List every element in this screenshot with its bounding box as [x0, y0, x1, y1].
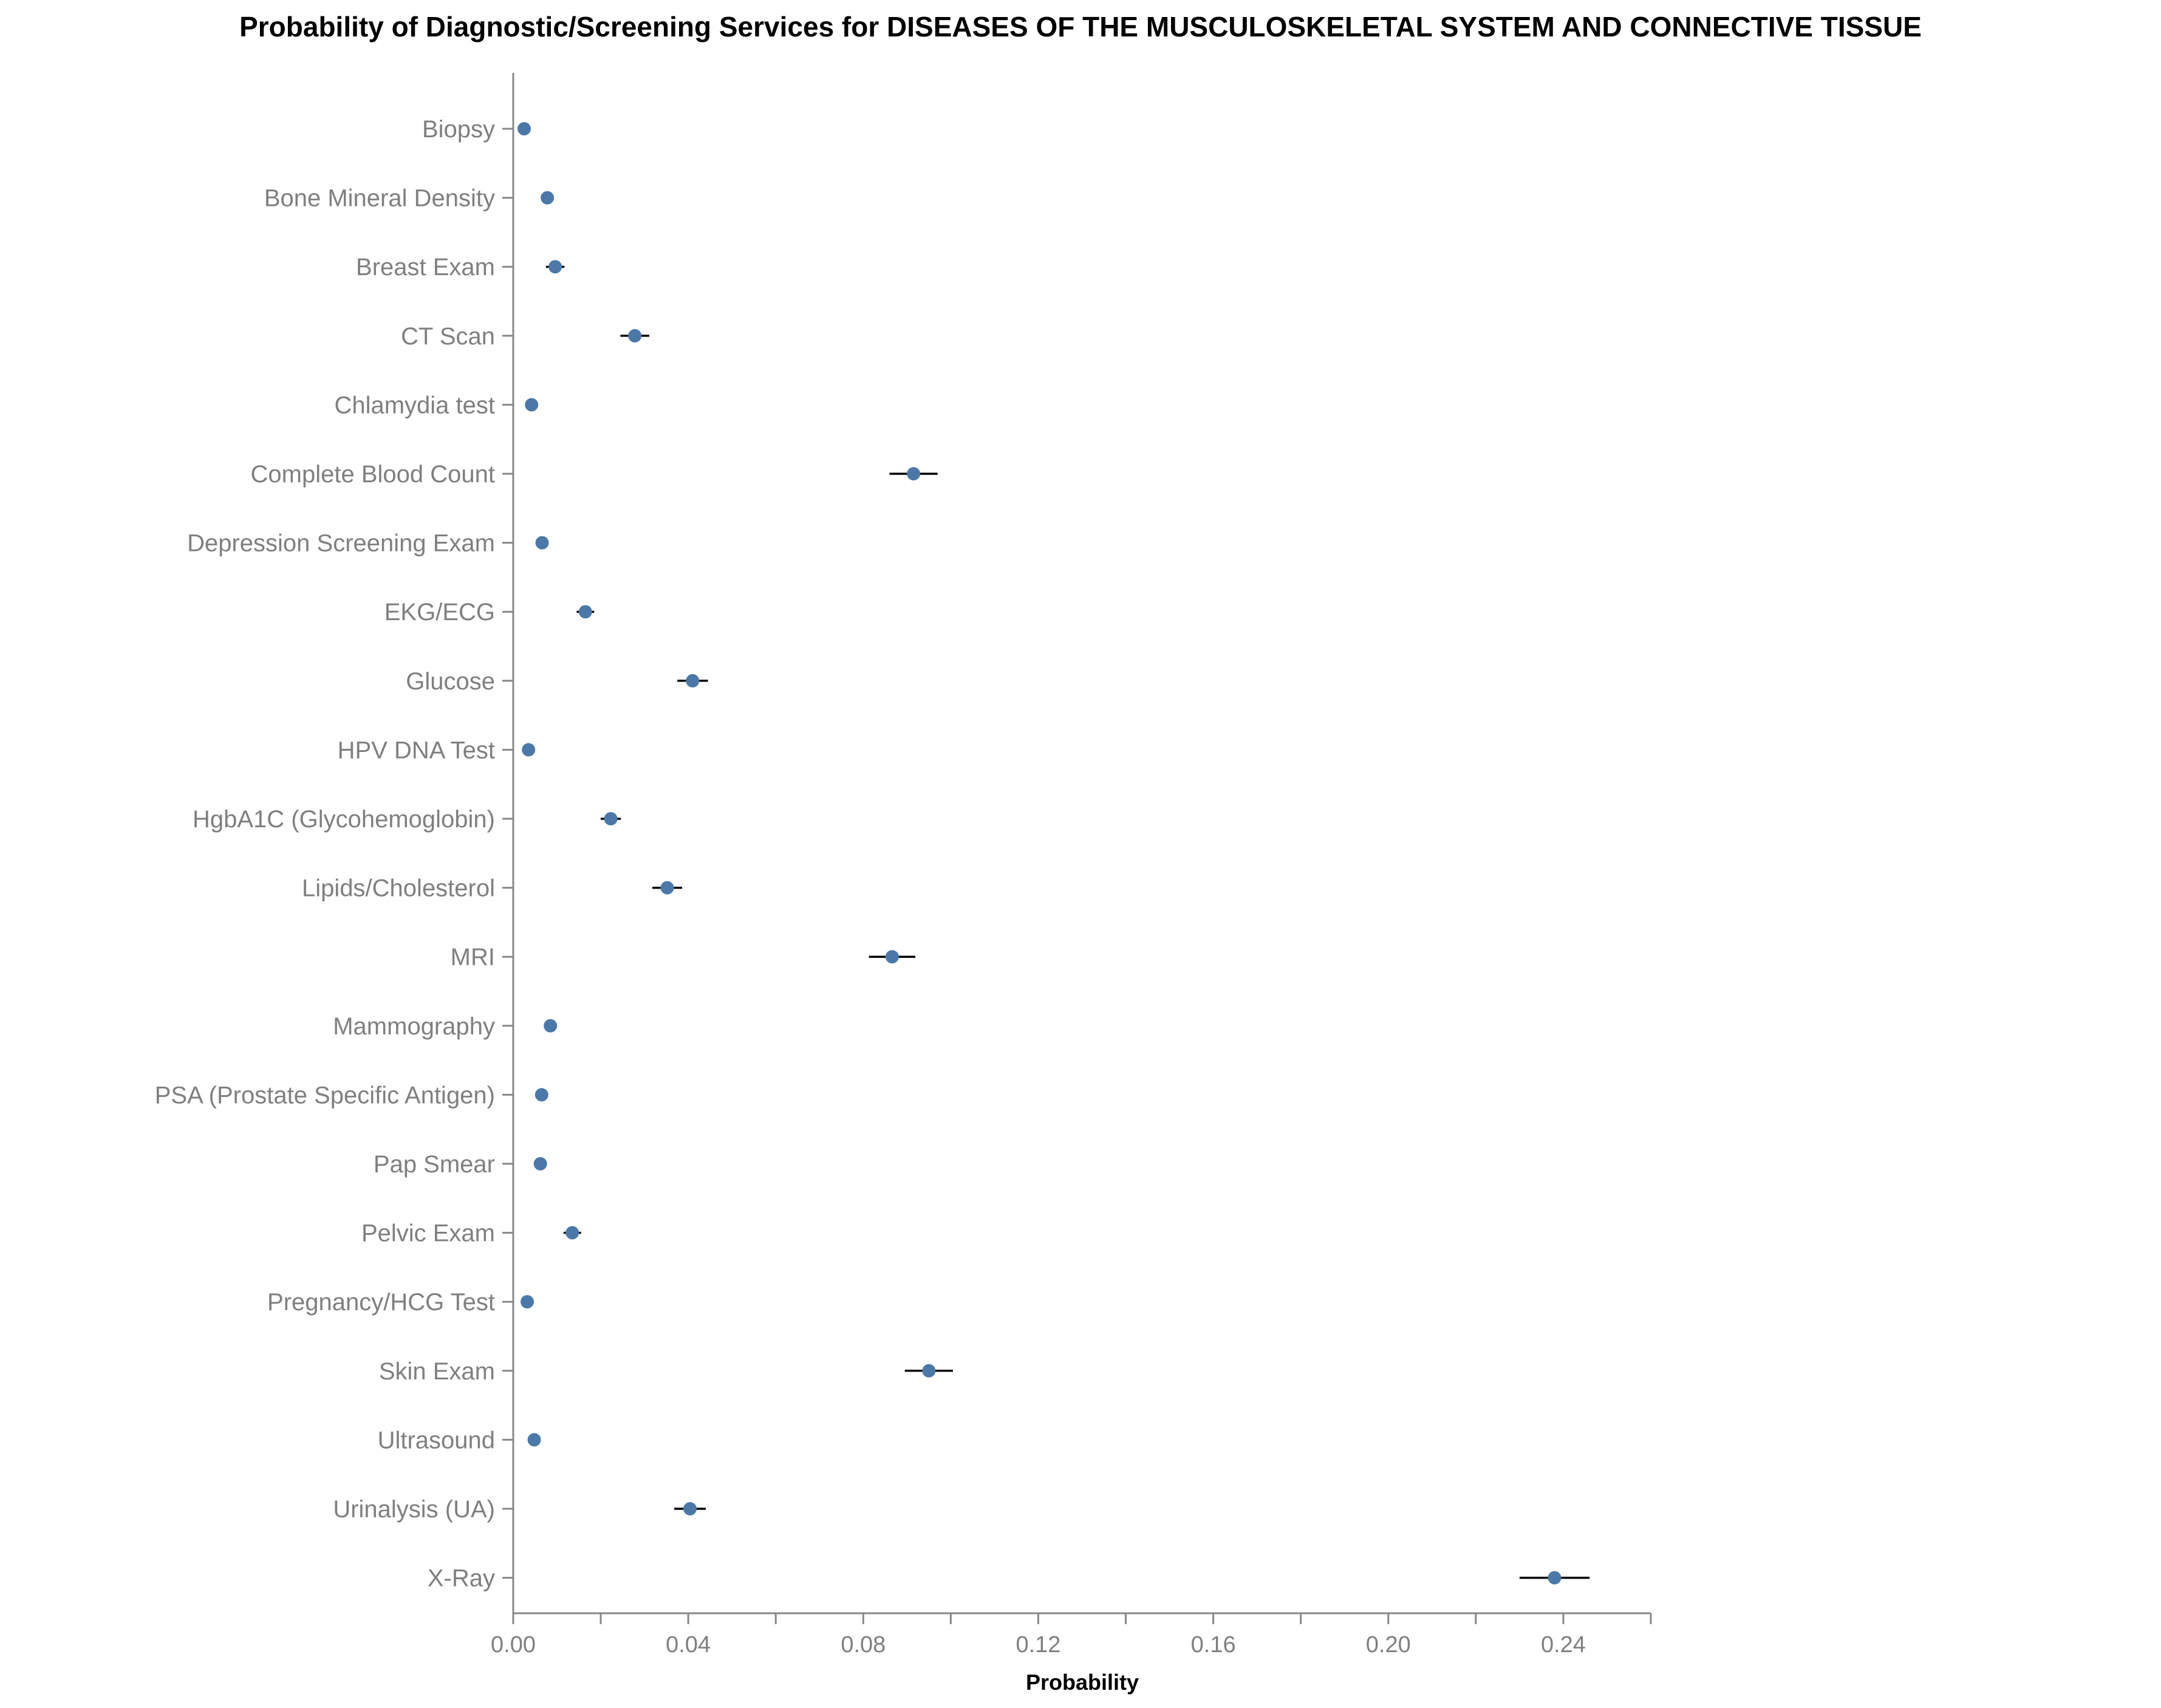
- data-point: [522, 743, 536, 757]
- y-tick-label: Complete Blood Count: [251, 461, 495, 488]
- data-point-group: [889, 467, 938, 480]
- data-point: [1548, 1571, 1562, 1585]
- data-point: [535, 536, 549, 550]
- y-tick-label: X-Ray: [428, 1565, 495, 1592]
- y-tick-label: Ultrasound: [378, 1427, 495, 1454]
- x-tick-label: 0.00: [491, 1632, 536, 1658]
- data-point-group: [677, 674, 708, 688]
- data-point: [922, 1364, 936, 1378]
- data-point-group: [522, 743, 536, 757]
- data-point: [686, 674, 700, 688]
- data-point-group: [541, 191, 555, 205]
- data-point-group: [544, 1019, 558, 1033]
- x-axis-title: Probability: [1026, 1670, 1139, 1695]
- y-tick-label: Breast Exam: [356, 254, 495, 281]
- data-point-group: [533, 1157, 547, 1170]
- y-tick-label: HPV DNA Test: [338, 737, 495, 763]
- y-tick-label: EKG/ECG: [384, 599, 495, 626]
- data-point: [660, 881, 674, 895]
- y-tick-label: Chlamydia test: [334, 392, 495, 418]
- data-point-group: [904, 1364, 953, 1378]
- data-point: [533, 1157, 547, 1170]
- y-tick-label: Pregnancy/HCG Test: [267, 1289, 495, 1316]
- x-tick-label: 0.24: [1541, 1632, 1586, 1658]
- data-point-group: [869, 950, 916, 964]
- x-tick-label: 0.20: [1366, 1632, 1411, 1658]
- data-point-group: [527, 1433, 541, 1447]
- data-point: [628, 329, 642, 343]
- data-point: [604, 812, 618, 825]
- y-tick-label: Depression Screening Exam: [187, 530, 495, 557]
- data-point: [517, 122, 531, 135]
- data-point-group: [517, 122, 531, 135]
- data-point-group: [576, 605, 595, 619]
- chart-title: Probability of Diagnostic/Screening Serv…: [239, 11, 1922, 43]
- y-tick-label: Skin Exam: [379, 1358, 495, 1385]
- y-tick-label: Glucose: [406, 668, 495, 695]
- y-tick-label: Bone Mineral Density: [264, 185, 495, 212]
- x-tick-label: 0.04: [666, 1632, 711, 1658]
- data-point: [521, 1295, 534, 1309]
- x-axis: 0.00 0.04 0.08 0.12 0.16 0.20 0.24: [491, 1612, 1652, 1658]
- y-tick-label: Pelvic Exam: [361, 1220, 495, 1247]
- data-point-group: [620, 329, 650, 343]
- data-point: [565, 1226, 579, 1240]
- y-tick-label: HgbA1C (Glycohemoglobin): [193, 806, 495, 833]
- data-point: [578, 605, 592, 619]
- data-point-group: [525, 398, 539, 412]
- data-point: [548, 260, 562, 274]
- data-point: [907, 467, 921, 480]
- data-point: [525, 398, 539, 412]
- x-tick-label: 0.12: [1016, 1632, 1060, 1658]
- data-point: [534, 1088, 548, 1102]
- y-tick-label: Biopsy: [422, 116, 495, 143]
- y-tick-label: CT Scan: [401, 323, 495, 350]
- data-point-group: [546, 260, 565, 274]
- y-tick-label: MRI: [451, 944, 495, 971]
- y-tick-label: PSA (Prostate Specific Antigen): [155, 1082, 495, 1108]
- data-point-group: [1519, 1571, 1590, 1585]
- data-point-group: [601, 812, 621, 825]
- data-point: [544, 1019, 558, 1033]
- y-tick-label: Lipids/Cholesterol: [302, 875, 495, 902]
- data-point: [683, 1502, 697, 1515]
- data-point: [527, 1433, 541, 1447]
- plot-marks: [517, 122, 1590, 1585]
- x-tick-label: 0.16: [1191, 1632, 1236, 1658]
- x-tick-label: 0.08: [841, 1632, 886, 1658]
- data-point-group: [534, 1088, 548, 1102]
- data-point: [541, 191, 555, 205]
- y-tick-label: Pap Smear: [374, 1151, 495, 1178]
- y-axis: Biopsy Bone Mineral Density Breast Exam CT …: [155, 73, 514, 1613]
- data-point-group: [535, 536, 549, 550]
- data-point-group: [563, 1226, 581, 1240]
- data-point-group: [652, 881, 683, 895]
- y-tick-label: Mammography: [333, 1013, 495, 1040]
- data-point-group: [521, 1295, 534, 1309]
- data-point: [885, 950, 899, 964]
- y-tick-label: Urinalysis (UA): [333, 1496, 495, 1523]
- data-point-group: [674, 1502, 706, 1515]
